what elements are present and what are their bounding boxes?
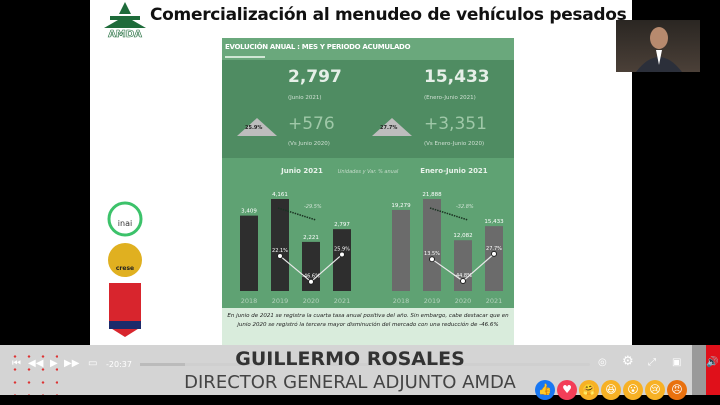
bar-2018 — [240, 215, 258, 291]
volume-panel — [706, 345, 720, 395]
growth-label: -44.8% — [454, 273, 472, 279]
month-vs: (Vs Junio 2020) — [288, 141, 330, 147]
growth-label: -46.6% — [302, 274, 320, 280]
growth-label: 13.5% — [424, 251, 440, 257]
trend-arrow-icon — [277, 207, 317, 221]
svg-text:inai: inai — [118, 219, 132, 228]
bar-label: 21,888 — [422, 192, 442, 198]
rewind-icon[interactable]: ◀◀ — [28, 358, 44, 369]
trend-annotation: -32.8% — [456, 204, 474, 210]
bar-2018 — [392, 209, 410, 291]
bar-label: 4,161 — [272, 192, 288, 198]
wow-reaction-icon[interactable]: 😮 — [623, 380, 643, 400]
bar-label: 15,433 — [484, 219, 504, 225]
growth-label: 22.1% — [272, 248, 288, 254]
slide-title: Comercialización al menudeo de vehículos… — [150, 5, 627, 25]
sad-reaction-icon[interactable]: 😢 — [645, 380, 665, 400]
time-remaining: -20:37 — [106, 360, 132, 369]
crese-badge: crese — [108, 243, 142, 277]
month-up-icon: 25.9% — [237, 118, 277, 136]
like-reaction-icon[interactable]: 👍 — [535, 380, 555, 400]
bar-label: 19,279 — [391, 203, 411, 209]
progress-fill — [140, 363, 185, 366]
year-tick: 2020 — [303, 297, 320, 305]
speaker-name: GUILLERMO ROSALES — [235, 348, 465, 370]
bar-label: 12,082 — [453, 233, 472, 239]
month-period: (Junio 2021) — [288, 95, 322, 101]
bar-2019 — [423, 199, 441, 291]
trend-annotation: -29.5% — [304, 204, 322, 210]
bar-label: 2,797 — [334, 222, 350, 228]
units-note: Unidades y Var. % anual — [338, 169, 399, 175]
year-tick: 2019 — [424, 297, 441, 305]
growth-point — [491, 250, 497, 257]
picture-in-picture-icon[interactable]: ▣ — [672, 357, 682, 368]
speaker-webcam — [616, 20, 700, 72]
ytd-up-icon: 27.7% — [372, 118, 412, 136]
ytd-pct: 27.7% — [380, 125, 398, 131]
trend-arrow-icon — [429, 207, 469, 221]
captions-icon[interactable]: ▭ — [88, 358, 98, 369]
charts-area: Unidades y Var. % anual Junio 2021 3,409 20… — [222, 158, 514, 308]
bar-label: 2,221 — [303, 235, 319, 241]
angry-reaction-icon[interactable]: 😠 — [667, 380, 687, 400]
chart-title: Junio 2021 — [280, 167, 323, 175]
ytd-vs: (Vs Enero-Junio 2020) — [424, 141, 485, 147]
svg-text:AMDA: AMDA — [108, 29, 142, 38]
slide-caption: En junio de 2021 se registra la cuarta t… — [222, 308, 514, 345]
month-value: 2,797 — [288, 67, 342, 87]
bar-charts: Unidades y Var. % anual Junio 2021 3,409 20… — [240, 167, 504, 305]
growth-point — [277, 252, 283, 259]
year-tick: 2018 — [393, 297, 410, 305]
growth-point — [460, 278, 466, 285]
year-tick: 2021 — [334, 297, 351, 305]
month-pct: 25.9% — [245, 125, 263, 131]
growth-point — [339, 251, 345, 258]
great-place-to-work-badge — [109, 283, 141, 337]
bar-label: 3,409 — [241, 209, 257, 215]
speaker-person-icon — [636, 27, 682, 72]
haha-reaction-icon[interactable]: 😆 — [601, 380, 621, 400]
bar-2021 — [485, 226, 503, 291]
skip-back-icon[interactable]: ⏮ — [12, 358, 21, 369]
svg-text:crese: crese — [116, 265, 134, 272]
inai-badge: inai — [107, 201, 143, 237]
growth-point — [308, 278, 314, 285]
ytd-value: 15,433 — [424, 67, 490, 87]
love-reaction-icon[interactable]: ♥ — [557, 380, 577, 400]
infographic-panel: EVOLUCIÓN ANUAL : MES Y PERIODO ACUMULAD… — [222, 38, 514, 345]
amda-logo: AMDA — [104, 2, 146, 38]
growth-point — [429, 256, 435, 263]
year-tick: 2021 — [486, 297, 503, 305]
bar-2021 — [333, 229, 351, 291]
forward-icon[interactable]: ▶▶ — [64, 358, 80, 369]
growth-label: 27.7% — [486, 246, 502, 252]
year-tick: 2019 — [272, 297, 289, 305]
care-reaction-icon[interactable]: 🤗 — [579, 380, 599, 400]
month-delta: +576 — [288, 114, 335, 134]
bar-2019 — [271, 199, 289, 291]
decorative-dots — [8, 350, 58, 395]
year-tick: 2018 — [241, 297, 258, 305]
volume-icon[interactable]: 🔊 — [706, 357, 719, 368]
growth-label: 25.9% — [334, 247, 350, 253]
year-tick: 2020 — [455, 297, 472, 305]
messenger-icon[interactable]: ◎ — [598, 357, 607, 368]
chart-title: Enero-Junio 2021 — [420, 167, 488, 175]
progress-bar[interactable] — [140, 363, 590, 366]
ytd-period: (Enero-Junio 2021) — [424, 95, 476, 101]
settings-gear-icon[interactable]: ⚙ — [622, 354, 634, 369]
play-icon[interactable]: ▶ — [50, 358, 58, 369]
ytd-delta: +3,351 — [424, 114, 487, 134]
speaker-role: DIRECTOR GENERAL ADJUNTO AMDA — [184, 372, 516, 393]
fullscreen-icon[interactable]: ⤢ — [648, 357, 656, 368]
reactions-bar: 👍 ♥ 🤗 😆 😮 😢 😠 — [535, 380, 687, 400]
side-panel — [692, 345, 706, 395]
panel-header: EVOLUCIÓN ANUAL : MES Y PERIODO ACUMULAD… — [222, 38, 514, 60]
